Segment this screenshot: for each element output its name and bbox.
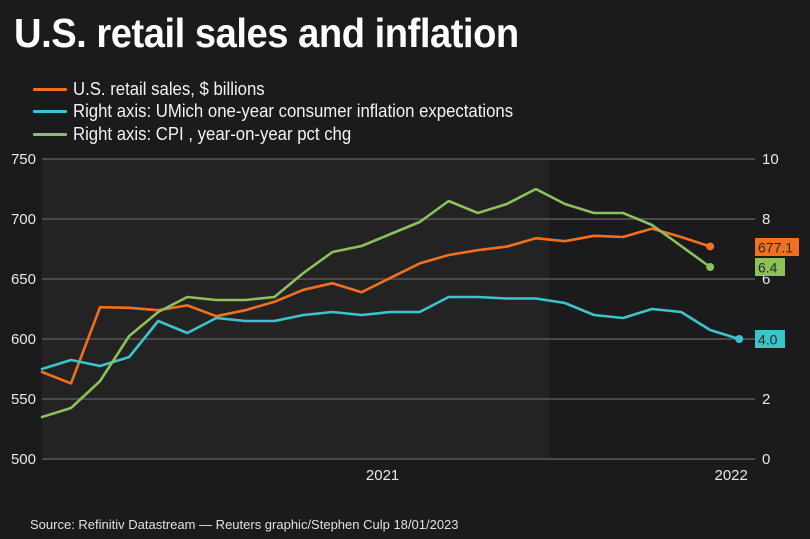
end-value-label-cpi: 6.4 bbox=[758, 260, 778, 276]
legend-item-cpi: Right axis: CPI , year-on-year pct chg bbox=[33, 123, 546, 146]
end-value-label-retail: 677.1 bbox=[758, 240, 793, 256]
legend-swatch-umich bbox=[33, 110, 67, 114]
shaded-period-band bbox=[549, 159, 810, 459]
shaded-period-band bbox=[42, 159, 550, 459]
series-line-retail bbox=[40, 227, 712, 385]
end-value-badge-cpi bbox=[755, 258, 785, 276]
data-point-umich bbox=[735, 335, 744, 343]
right-axis-tick-label: 0 bbox=[762, 451, 770, 468]
right-axis-tick-label: 6 bbox=[762, 271, 770, 288]
x-axis-tick-label: 2021 bbox=[366, 467, 399, 484]
left-axis-tick-label: 750 bbox=[11, 151, 36, 168]
left-axis-tick-label: 650 bbox=[11, 271, 36, 288]
right-axis-tick-label: 10 bbox=[762, 151, 779, 168]
data-point-cpi bbox=[706, 263, 715, 271]
end-value-badge-retail bbox=[755, 238, 799, 256]
end-value-label-umich: 4.0 bbox=[758, 332, 778, 348]
chart-title: U.S. retail sales and inflation bbox=[14, 10, 519, 56]
data-point-retail bbox=[706, 242, 715, 251]
series-line-cpi bbox=[40, 187, 712, 419]
left-axis-tick-label: 600 bbox=[11, 331, 36, 348]
source-note: Source: Refinitiv Datastream — Reuters g… bbox=[30, 517, 459, 532]
end-value-badge-umich bbox=[755, 330, 785, 348]
right-axis-tick-label: 8 bbox=[762, 211, 770, 228]
left-axis-tick-label: 500 bbox=[11, 451, 36, 468]
legend-swatch-retail-sales bbox=[33, 87, 67, 91]
x-axis-tick-label: 2022 bbox=[715, 467, 748, 484]
legend-swatch-cpi bbox=[33, 132, 67, 136]
legend-label-cpi: Right axis: CPI , year-on-year pct chg bbox=[73, 123, 352, 144]
left-axis-tick-label: 550 bbox=[11, 391, 36, 408]
legend-item-umich: Right axis: UMich one-year consumer infl… bbox=[33, 101, 546, 124]
legend-label-umich: Right axis: UMich one-year consumer infl… bbox=[73, 101, 514, 122]
left-axis-tick-label: 700 bbox=[11, 211, 36, 228]
legend-item-retail-sales: U.S. retail sales, $ billions bbox=[33, 78, 546, 101]
legend: U.S. retail sales, $ billions Right axis… bbox=[33, 78, 546, 146]
legend-label-retail-sales: U.S. retail sales, $ billions bbox=[73, 78, 265, 99]
right-axis-tick-label: 2 bbox=[762, 391, 770, 408]
